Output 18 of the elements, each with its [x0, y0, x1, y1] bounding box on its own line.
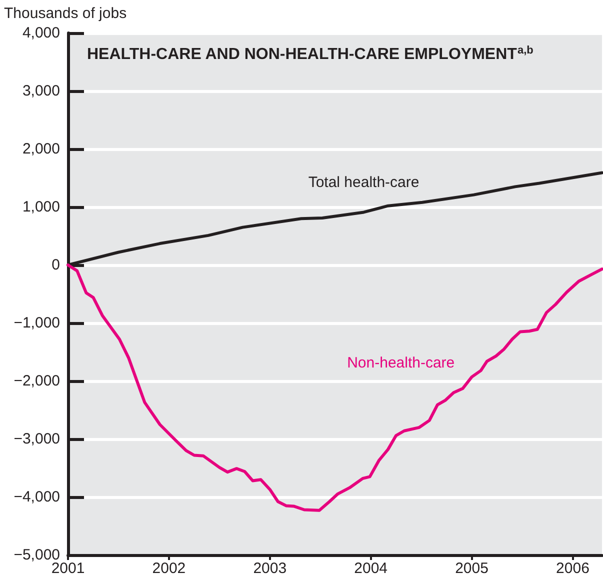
x-tick-label: 2005 [455, 560, 488, 577]
x-tick-label: 2002 [152, 560, 186, 577]
y-tick-label: 4,000 [22, 24, 60, 42]
y-tick-label: 2,000 [22, 140, 60, 158]
y-tick-label: −1,000 [14, 314, 60, 332]
x-tick-label: 2004 [354, 560, 388, 577]
line-series [66, 264, 603, 512]
series-label: Total health-care [308, 174, 420, 192]
y-tick-label: −2,000 [14, 372, 60, 390]
y-tick-label: 0 [52, 256, 60, 274]
series-label: Non-health-care [347, 354, 455, 372]
x-tick-label: 2003 [253, 560, 287, 577]
y-tick-label: −4,000 [14, 488, 60, 506]
y-axis-title: Thousands of jobs [4, 5, 127, 22]
y-tick-label: 3,000 [22, 82, 60, 100]
y-tick-label: −3,000 [14, 430, 60, 448]
y-tick-label: 1,000 [22, 198, 60, 216]
x-tick-label: 2006 [556, 560, 590, 577]
